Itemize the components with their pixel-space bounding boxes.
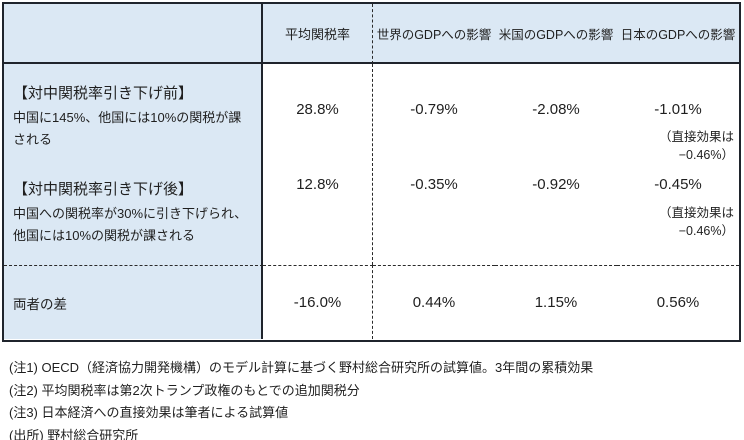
- footnote-2: (注2) 平均関税率は第2次トランプ政権のもとでの追加関税分: [9, 382, 360, 398]
- avg-tariff-before: 28.8%: [296, 101, 339, 118]
- header-empty-cell: [4, 4, 263, 64]
- japan-gdp-cell: -1.01% （直接効果は−0.46%） -0.45% （直接効果は−0.46%…: [617, 64, 739, 265]
- diff-us-gdp: 1.15%: [534, 294, 578, 311]
- japan-direct-effect-after-note: （直接効果は−0.46%）: [658, 206, 734, 238]
- diff-japan-gdp-cell: 0.56%: [617, 265, 739, 339]
- world-gdp-cell: -0.79% -0.35%: [373, 64, 495, 265]
- footnotes: (注1) OECD（経済協力開発機構）のモデル計算に基づく野村総合研究所の試算値…: [9, 357, 593, 440]
- japan-direct-effect-before-note: （直接効果は−0.46%）: [658, 130, 734, 162]
- diff-label-cell: 両者の差: [4, 265, 263, 339]
- scenario-label-cell: 【対中関税率引き下げ前】 中国に145%、他国には10%の関税が課される 【対中…: [4, 64, 263, 265]
- scenario-before-description: 中国に145%、他国には10%の関税が課される: [13, 110, 242, 147]
- japan-gdp-before: -1.01%: [654, 101, 702, 118]
- header-avg-tariff-label: 平均関税率: [284, 26, 350, 42]
- world-gdp-after: -0.35%: [410, 176, 458, 193]
- us-gdp-cell: -2.08% -0.92%: [495, 64, 617, 265]
- diff-avg-tariff: -16.0%: [293, 294, 342, 311]
- us-gdp-before: -2.08%: [532, 101, 580, 118]
- diff-label: 両者の差: [13, 296, 67, 312]
- footnote-1: (注1) OECD（経済協力開発機構）のモデル計算に基づく野村総合研究所の試算値…: [9, 360, 594, 375]
- tariff-impact-table: 平均関税率 世界のGDPへの影響 米国のGDPへの影響 日本のGDPへの影響 【…: [2, 2, 741, 342]
- header-world-gdp-label: 世界のGDPへの影響: [376, 27, 492, 42]
- avg-tariff-cell: 28.8% 12.8%: [263, 64, 373, 265]
- us-gdp-after: -0.92%: [532, 176, 580, 193]
- scenario-after-heading: 【対中関税率引き下げ後】: [13, 181, 194, 198]
- header-us-gdp-label: 米国のGDPへの影響: [498, 27, 614, 42]
- scenario-before-heading: 【対中関税率引き下げ前】: [13, 85, 194, 102]
- header-japan-gdp: 日本のGDPへの影響: [617, 4, 739, 64]
- footnote-3: (注3) 日本経済への直接効果は筆者による試算値: [9, 405, 289, 420]
- diff-japan-gdp: 0.56%: [656, 294, 700, 311]
- scenario-after-description-line2: 他国には10%の関税が課される: [13, 228, 196, 243]
- diff-world-gdp: 0.44%: [412, 294, 456, 311]
- diff-avg-tariff-cell: -16.0%: [263, 265, 373, 339]
- header-world-gdp: 世界のGDPへの影響: [373, 4, 495, 64]
- diff-us-gdp-cell: 1.15%: [495, 265, 617, 339]
- scenario-after-description-line1: 中国への関税率が30%に引き下げられ、: [13, 206, 248, 221]
- avg-tariff-after: 12.8%: [296, 176, 339, 193]
- header-avg-tariff: 平均関税率: [263, 4, 373, 64]
- header-us-gdp: 米国のGDPへの影響: [495, 4, 617, 64]
- world-gdp-before: -0.79%: [410, 101, 458, 118]
- footnote-source: (出所) 野村総合研究所: [9, 427, 139, 440]
- japan-gdp-after: -0.45%: [654, 176, 702, 193]
- header-japan-gdp-label: 日本のGDPへの影響: [620, 27, 736, 42]
- diff-world-gdp-cell: 0.44%: [373, 265, 495, 339]
